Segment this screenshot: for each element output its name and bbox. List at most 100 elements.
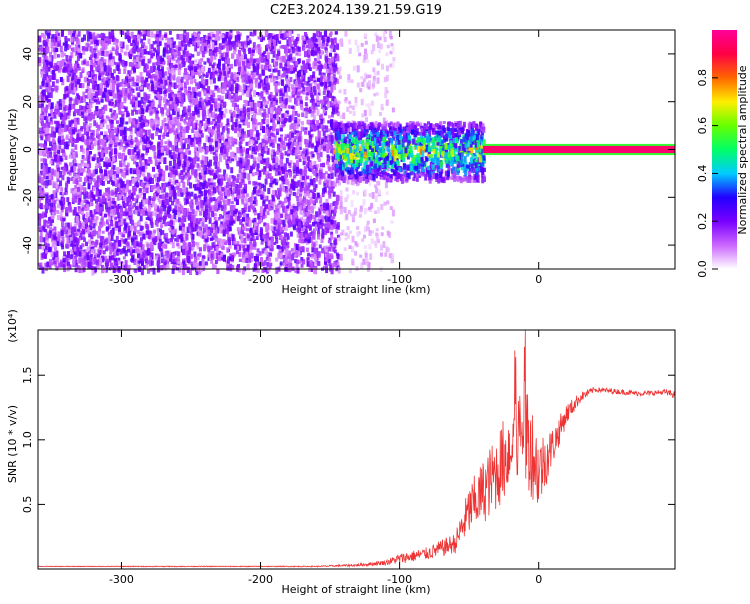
spectrogram-cell	[229, 152, 233, 159]
spectrogram-cell	[105, 50, 109, 57]
spectrogram-cell	[267, 33, 271, 40]
spectrogram-cell	[238, 252, 242, 257]
spectrogram-cell	[149, 174, 153, 178]
spectrogram-cell	[158, 135, 161, 140]
spectrogram-cell	[191, 35, 195, 41]
spectrogram-cell	[315, 175, 319, 180]
spectrogram-cell	[199, 75, 202, 79]
spectrogram-cell	[213, 53, 217, 60]
spectrogram-cell	[249, 228, 253, 233]
spectrogram-cell	[86, 34, 90, 42]
spectrogram-cell	[73, 207, 77, 214]
spectrogram-cell	[149, 146, 153, 151]
spectrogram-cell	[107, 180, 110, 184]
spectrogram-cell	[38, 193, 42, 200]
spectrogram-cell	[318, 244, 322, 249]
spectrogram-cell	[136, 131, 140, 137]
spectrogram-cell	[204, 41, 208, 46]
spectrogram-cell	[305, 198, 309, 205]
spectrogram-cell	[91, 70, 95, 78]
spectrogram-cell	[262, 146, 266, 153]
spectrogram-cell	[183, 152, 186, 160]
spectrogram-cell	[319, 224, 323, 229]
spectrogram-cell	[188, 164, 192, 170]
spectrogram-cell	[319, 163, 323, 168]
spectrogram-cell	[48, 148, 52, 155]
spectrogram-cell	[226, 72, 230, 78]
spectrogram-cell	[268, 244, 272, 251]
spectrogram-cell	[261, 82, 265, 87]
spectrogram-cell	[315, 43, 319, 50]
spectrogram-cell	[166, 145, 170, 150]
spectrogram-cell	[91, 130, 95, 136]
spectrogram-cell	[302, 218, 306, 225]
spectrogram-cell	[108, 62, 112, 68]
spectrogram-cell	[111, 59, 114, 67]
spectrogram-cell	[101, 115, 105, 123]
spectrogram-cell	[332, 215, 336, 220]
spectrogram-cell	[41, 126, 45, 134]
spectrogram-cell	[246, 228, 249, 232]
spectrogram-cell	[45, 87, 49, 92]
spectrogram-cell	[45, 71, 49, 77]
spectrogram-cell	[254, 134, 258, 141]
spectrogram-cell	[253, 160, 257, 168]
spectrogram-cell	[145, 217, 149, 221]
spectrogram-cell	[167, 166, 171, 170]
spectrogram-cell	[325, 63, 329, 69]
spectrogram-cell	[92, 178, 96, 183]
spectrogram-cell	[43, 51, 47, 58]
spectrogram-cell	[288, 30, 292, 36]
spectrogram-cell	[101, 230, 105, 234]
spectrogram-cell	[82, 50, 86, 55]
spectrogram-cell	[166, 76, 170, 80]
spectrogram-cell	[159, 128, 162, 133]
spectrogram-cell	[180, 55, 184, 61]
spectrogram-cell	[165, 36, 169, 41]
spectrogram-cell	[225, 160, 229, 165]
spectrogram-cell	[242, 119, 246, 126]
spectrogram-cell	[186, 169, 190, 175]
spectrogram-cell	[197, 183, 201, 188]
spectrogram-cell	[192, 111, 196, 118]
spectrogram-cell	[143, 169, 147, 173]
spectrogram-cell	[204, 217, 208, 222]
spectrogram-cell	[188, 55, 191, 63]
spectrogram-cell	[256, 68, 259, 76]
spectrogram-cell	[128, 70, 132, 75]
spectrogram-cell	[115, 235, 119, 243]
spectrogram-cell	[43, 99, 47, 103]
spectrogram-cell	[203, 99, 207, 103]
spectrogram-cell	[135, 87, 139, 91]
spectrogram-cell	[326, 175, 330, 182]
spectrogram-cell	[273, 151, 277, 158]
spectrogram-cell	[207, 161, 210, 168]
spectrogram-cell	[61, 220, 64, 227]
spectrogram-cell	[324, 46, 328, 50]
spectrogram-cell	[221, 45, 225, 50]
spectrogram-cell	[52, 190, 56, 198]
spectrogram-cell	[209, 159, 212, 167]
spectrogram-cell	[227, 257, 230, 264]
spectrogram-cell	[54, 42, 58, 48]
spectrogram-cell	[284, 211, 288, 219]
spectrogram-cell	[200, 120, 204, 127]
spectrogram-cell	[290, 68, 294, 74]
spectrogram-cell	[208, 217, 212, 224]
spectrogram-cell	[131, 78, 135, 86]
spectrogram-cell	[222, 42, 226, 46]
spectrogram-cell	[307, 58, 311, 62]
spectrogram-cell	[245, 193, 249, 197]
spectrogram-cell	[228, 86, 232, 92]
spectrogram-cell	[189, 268, 192, 275]
spectrogram-cell	[176, 33, 180, 40]
spectrogram-cell	[199, 130, 203, 134]
spectrogram-cell	[190, 94, 194, 100]
spectrogram-cell	[300, 168, 304, 174]
spectrogram-cell	[218, 250, 221, 256]
spectrogram-cell	[154, 95, 158, 99]
spectrogram-cell	[102, 250, 106, 255]
spectrogram-cell	[235, 193, 239, 200]
spectrogram-cell	[90, 77, 94, 82]
spectrogram-cell	[150, 245, 154, 251]
